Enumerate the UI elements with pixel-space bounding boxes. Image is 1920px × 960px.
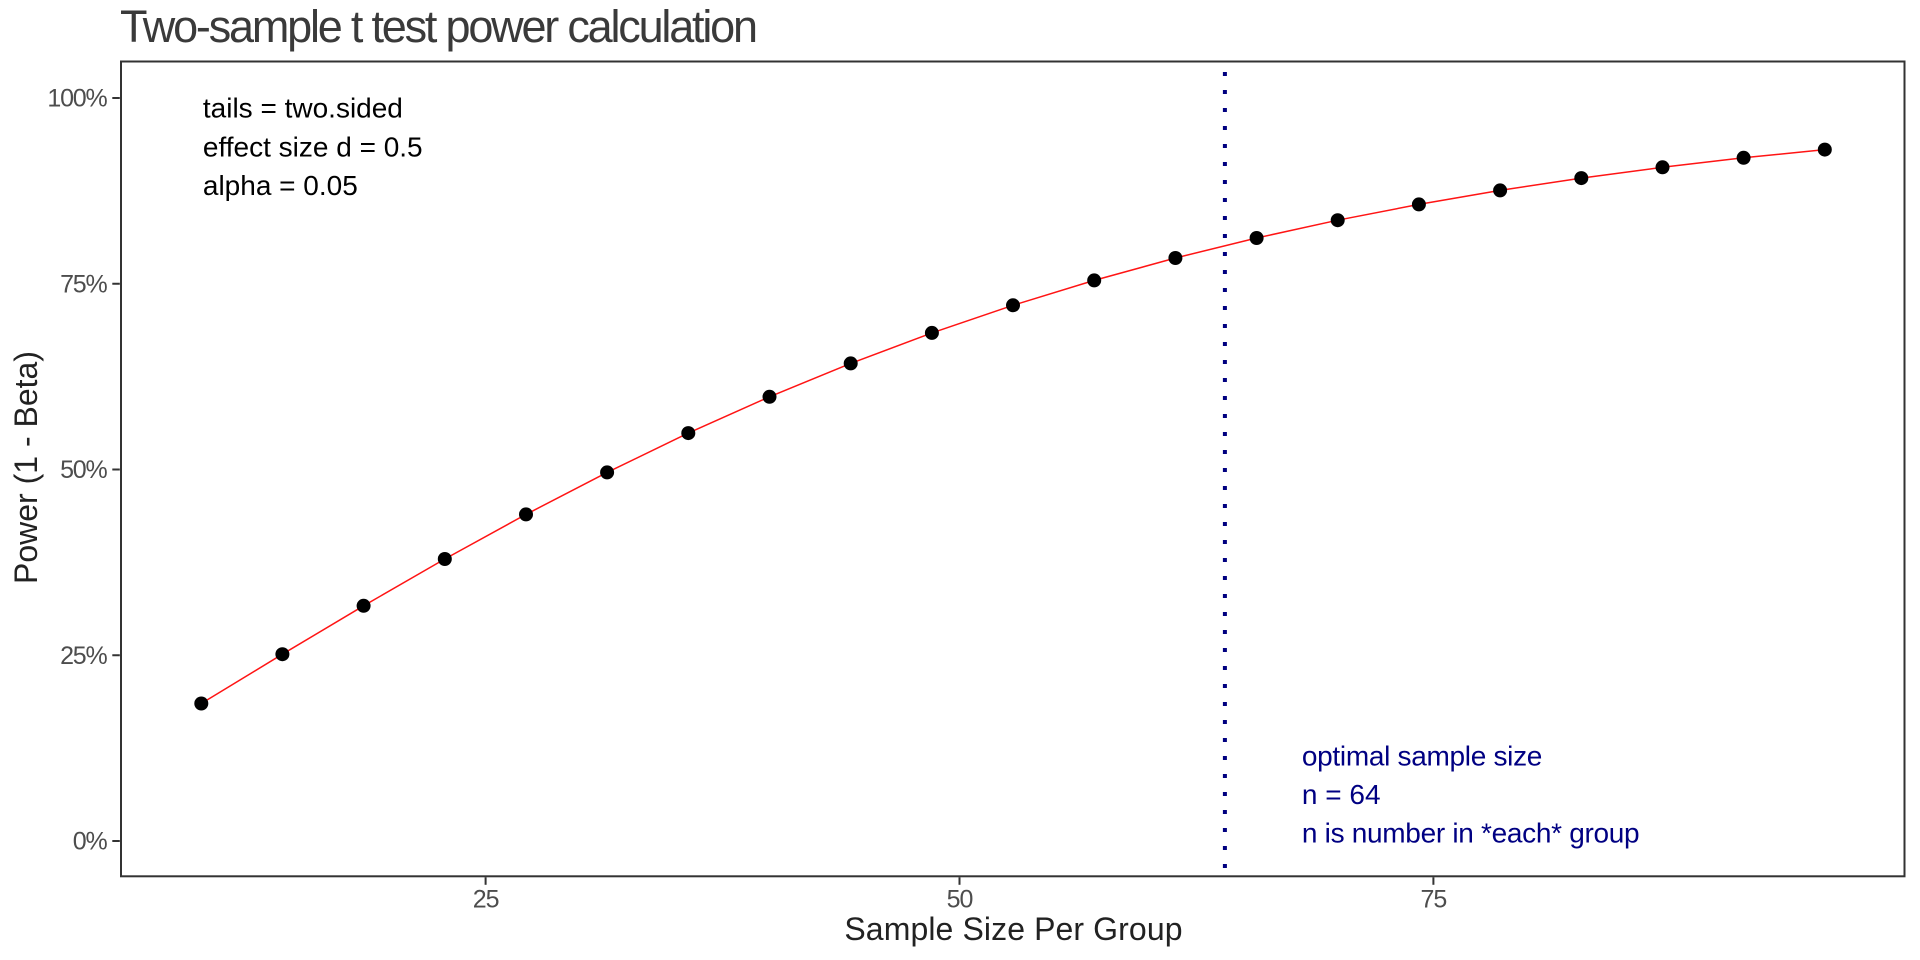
svg-text:Two-sample t test power calcul: Two-sample t test power calculation	[120, 1, 756, 52]
svg-text:tails = two.sided: tails = two.sided	[203, 93, 403, 124]
svg-text:25: 25	[473, 886, 499, 914]
svg-text:n is number in *each* group: n is number in *each* group	[1302, 818, 1639, 849]
svg-text:50%: 50%	[60, 456, 107, 484]
svg-text:alpha = 0.05: alpha = 0.05	[203, 170, 358, 201]
svg-text:25%: 25%	[60, 642, 107, 670]
svg-text:75: 75	[1420, 886, 1446, 914]
svg-text:optimal sample size: optimal sample size	[1302, 741, 1542, 772]
svg-text:0%: 0%	[73, 828, 108, 856]
svg-text:effect size d = 0.5: effect size d = 0.5	[203, 132, 423, 163]
svg-text:75%: 75%	[60, 270, 107, 298]
svg-text:n = 64: n = 64	[1302, 779, 1381, 810]
svg-text:Power (1 - Beta): Power (1 - Beta)	[8, 351, 44, 584]
svg-text:50: 50	[947, 886, 973, 914]
svg-text:100%: 100%	[47, 85, 107, 113]
svg-text:Sample Size Per Group: Sample Size Per Group	[844, 911, 1182, 947]
